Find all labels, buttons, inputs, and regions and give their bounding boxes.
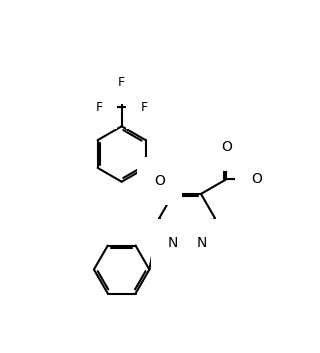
- Text: O: O: [221, 140, 232, 154]
- Text: F: F: [141, 101, 148, 114]
- Text: O: O: [154, 174, 165, 188]
- Text: N: N: [167, 236, 178, 250]
- Text: F: F: [118, 76, 125, 89]
- Text: O: O: [252, 172, 263, 186]
- Text: F: F: [95, 101, 102, 114]
- Text: N: N: [196, 236, 207, 250]
